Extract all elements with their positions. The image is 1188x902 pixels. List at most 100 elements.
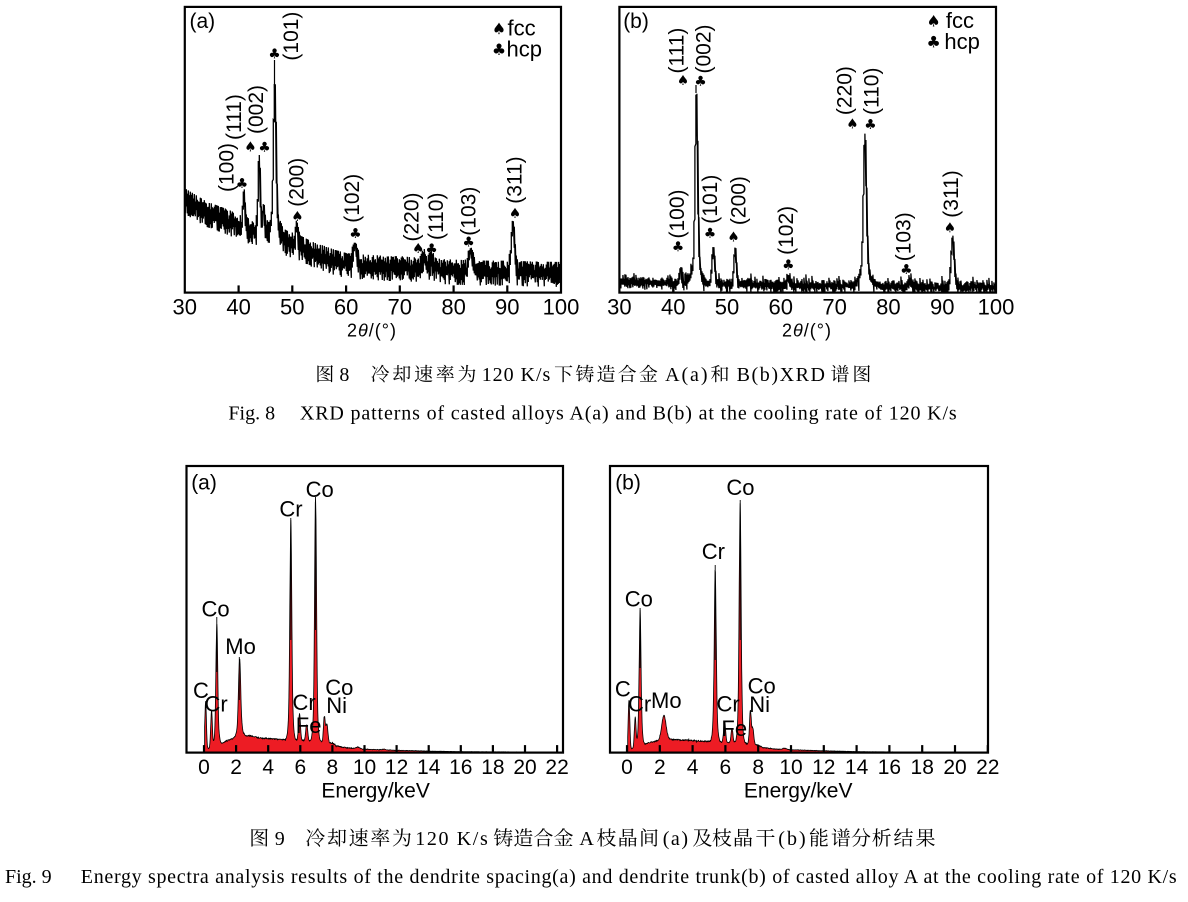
svg-text:(b): (b) [778,828,805,850]
svg-text:Co: Co [625,587,653,612]
svg-text:70: 70 [388,295,412,320]
svg-text:Cr: Cr [279,497,302,522]
svg-text:50: 50 [280,295,304,320]
svg-text:Cr: Cr [628,692,651,717]
svg-text:Energy/keV: Energy/keV [321,780,430,803]
svg-text:Fig. 9: Fig. 9 [5,866,52,888]
svg-text:30: 30 [607,295,631,320]
svg-text:Co: Co [748,674,776,699]
svg-text:Co: Co [202,597,230,622]
svg-text:10: 10 [353,756,376,779]
svg-text:(b): (b) [623,10,649,33]
svg-text:(101): (101) [280,12,303,61]
svg-text:Mo: Mo [651,688,682,713]
svg-text:Cr: Cr [205,692,228,717]
svg-text:(102): (102) [341,174,364,223]
svg-text:14: 14 [845,756,869,779]
svg-text:(311): (311) [940,170,963,217]
svg-text:60: 60 [769,295,793,320]
svg-text:16: 16 [449,756,472,779]
svg-text:fcc: fcc [508,16,536,41]
svg-text:60: 60 [334,295,358,320]
svg-text:16: 16 [878,756,901,779]
svg-text:(110): (110) [425,193,448,240]
svg-text:2: 2 [230,756,242,779]
svg-text:14: 14 [417,756,441,779]
svg-text:22: 22 [545,756,568,779]
svg-text:30: 30 [173,295,197,320]
svg-text:(111): (111) [223,94,246,140]
svg-text:6: 6 [294,756,306,779]
svg-text:2: 2 [654,756,666,779]
svg-text:(a): (a) [663,828,688,850]
svg-text:(311): (311) [503,156,526,203]
svg-text:A: A [579,828,594,850]
svg-text:0: 0 [621,756,633,779]
svg-text:Energy/keV: Energy/keV [744,780,853,803]
svg-text:(002): (002) [245,85,268,134]
svg-text:120 K/s: 120 K/s [415,828,488,850]
svg-text:(103): (103) [458,187,481,236]
svg-text:(110): (110) [860,68,883,115]
svg-text:8: 8 [752,756,764,779]
svg-text:(100): (100) [216,143,239,192]
svg-text:Energy spectra analysis result: Energy spectra analysis results of the d… [81,866,1177,888]
svg-text:C: C [615,677,631,702]
svg-text:(a): (a) [191,472,217,495]
svg-text:12: 12 [812,756,835,779]
svg-text:80: 80 [876,295,900,320]
svg-text:2θ/(°): 2θ/(°) [347,320,397,340]
svg-text:18: 18 [911,756,934,779]
svg-text:4: 4 [262,756,274,779]
svg-text:90: 90 [495,295,519,320]
svg-text:Cr: Cr [293,690,316,715]
svg-text:100: 100 [978,295,1015,320]
svg-text:10: 10 [779,756,802,779]
svg-text:Co: Co [726,475,754,500]
svg-text:Fig. 8: Fig. 8 [228,403,275,425]
svg-text:(b): (b) [615,472,641,495]
svg-text:(220): (220) [833,66,856,115]
svg-text:100: 100 [543,295,580,320]
svg-text:C: C [193,678,209,703]
svg-text:(200): (200) [285,158,308,207]
svg-text:(220): (220) [400,192,423,241]
svg-text:12: 12 [385,756,408,779]
svg-text:8: 8 [339,364,349,386]
svg-text:(101): (101) [699,175,722,224]
svg-text:(200): (200) [727,176,750,225]
svg-text:B(b)XRD: B(b)XRD [737,364,825,386]
svg-text:120 K/s: 120 K/s [482,364,551,386]
svg-text:hcp: hcp [944,29,979,54]
svg-text:(111): (111) [666,28,689,74]
svg-text:70: 70 [822,295,846,320]
svg-text:Cr: Cr [717,692,740,717]
svg-text:XRD patterns of casted alloys: XRD patterns of casted alloys A(a) and B… [300,403,957,425]
svg-text:6: 6 [720,756,732,779]
svg-text:(102): (102) [775,206,798,255]
svg-text:fcc: fcc [946,8,974,33]
svg-text:0: 0 [198,756,210,779]
svg-text:40: 40 [661,295,685,320]
svg-text:Ni: Ni [749,692,770,717]
svg-text:Co: Co [306,477,334,502]
svg-text:hcp: hcp [507,36,542,61]
svg-text:9: 9 [275,828,285,850]
svg-text:Fe: Fe [721,716,747,741]
svg-text:(100): (100) [666,189,689,238]
svg-text:Co: Co [325,675,353,700]
svg-text:2θ/(°): 2θ/(°) [782,320,832,340]
svg-text:20: 20 [943,756,966,779]
svg-text:50: 50 [715,295,739,320]
svg-text:8: 8 [327,756,339,779]
svg-text:18: 18 [481,756,504,779]
svg-text:90: 90 [930,295,954,320]
svg-text:Mo: Mo [225,634,256,659]
svg-text:80: 80 [441,295,465,320]
svg-text:22: 22 [976,756,999,779]
svg-text:(103): (103) [892,212,915,261]
svg-text:Fe: Fe [296,713,322,738]
svg-text:20: 20 [513,756,536,779]
svg-text:40: 40 [226,295,250,320]
svg-text:(002): (002) [692,24,715,73]
